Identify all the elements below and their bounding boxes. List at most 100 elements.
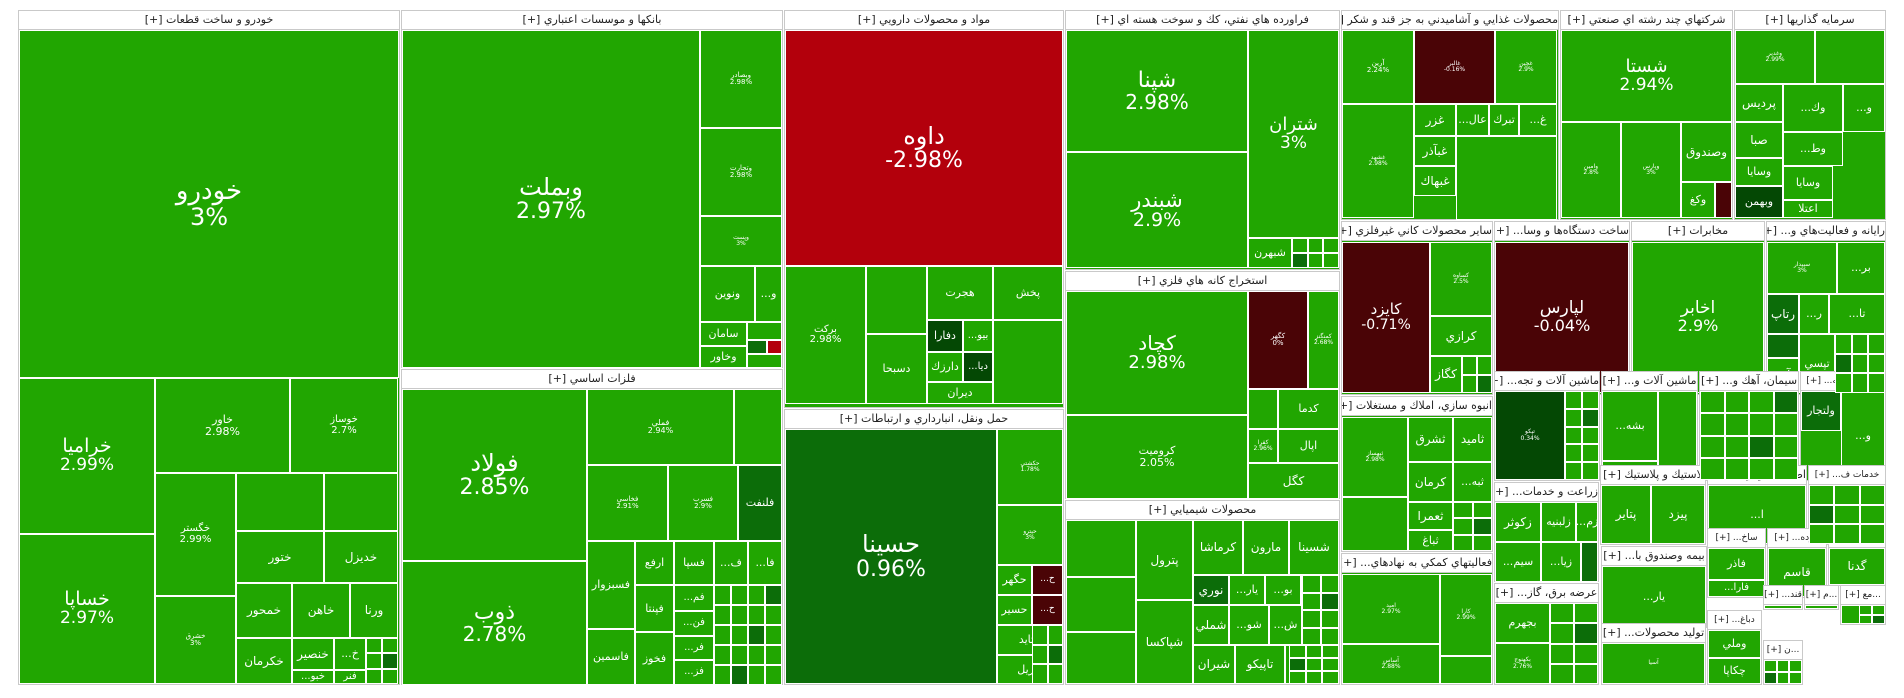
stock-tile[interactable]: خاهن [292,583,350,638]
treemap-sector[interactable]: مواد و محصولات دارويي [+] داوه -2.98% بركت 2… [784,10,1064,408]
stock-tile[interactable] [324,473,398,531]
stock-tile[interactable]: وبهمن [1735,186,1783,218]
stock-tile[interactable]: ...عال [1456,104,1489,136]
small-stock-cell[interactable] [1472,518,1492,535]
stock-tile[interactable]: رتاپ [1767,294,1799,334]
stock-tile[interactable]: آرين 2.24% [1342,30,1414,104]
treemap-sector[interactable]: مخابرات [+] اخابر 2.9% [1631,221,1765,395]
small-stock-cell[interactable] [382,638,398,654]
small-stock-cell[interactable] [1307,238,1324,253]
treemap-sector[interactable]: لاستيك و پلاستيك [+] پتاير پيزد [1600,465,1706,545]
stock-tile[interactable]: شسينا [1289,520,1339,575]
stock-tile[interactable]: تاپيكو [1235,645,1285,684]
small-stock-cell[interactable] [1809,485,1835,505]
stock-tile[interactable]: فاسمين [587,629,635,685]
sector-header[interactable]: مواد و محصولات دارويي [+] [785,11,1063,30]
stock-tile[interactable] [747,354,782,368]
sector-header[interactable]: عرضه برق، گاز... [+] [1495,584,1598,603]
stock-tile[interactable]: ...فا [748,541,782,585]
stock-tile[interactable]: غالبر -0.16% [1414,30,1495,104]
small-stock-cell[interactable] [1835,353,1852,374]
small-stock-cell[interactable] [366,653,382,669]
small-stock-cell[interactable] [1574,623,1598,644]
stock-tile[interactable] [1342,497,1408,551]
stock-tile[interactable]: آساس 2.88% [1342,644,1440,684]
small-stock-cell[interactable] [731,625,748,645]
stock-tile[interactable]: كرمان [1408,462,1453,502]
stock-tile[interactable]: چكاپا [1708,658,1761,684]
stock-tile[interactable] [1805,605,1838,609]
stock-tile[interactable]: ...فز [674,660,714,685]
stock-tile[interactable]: وغدير 2.99% [1735,30,1815,84]
small-stock-cell[interactable] [1582,444,1599,463]
stock-tile[interactable]: فخوز [635,632,674,685]
small-stock-cell[interactable] [1724,391,1749,414]
treemap-sector[interactable]: دباغ... [+] وملي چكاپا [1707,610,1762,685]
stock-tile[interactable]: ...ش [1269,605,1302,645]
stock-tile[interactable]: كايزد -0.71% [1342,242,1430,393]
sector-header[interactable]: محصولات غذايي و آشاميدني به جز قند و شكر… [1342,11,1558,30]
stock-tile[interactable]: وامين 2.8% [1561,122,1621,218]
stock-tile[interactable]: كگهر 0% [1248,291,1308,389]
sector-header[interactable]: ...مع [+] [1841,586,1885,605]
stock-tile[interactable]: تبرك [1489,104,1519,136]
stock-tile[interactable]: ولتجار [1801,391,1841,431]
stock-tile[interactable]: غشهد 2.98% [1342,104,1414,218]
stock-tile[interactable]: اخابر 2.9% [1632,242,1764,393]
small-stock-cell[interactable] [1749,391,1774,414]
stock-tile[interactable]: ثعمرا [1408,502,1453,530]
small-stock-cell[interactable] [1809,504,1835,525]
small-stock-cell[interactable] [731,665,748,685]
treemap-sector[interactable]: ماشين آلات و... [+] ...بشه [1601,371,1698,481]
stock-tile[interactable]: خكرمان [236,638,292,684]
treemap-sector[interactable]: استخراج كانه هاي فلزي [+] كچاد 2.98% كروميت… [1065,271,1340,499]
small-stock-cell[interactable] [1582,408,1599,427]
small-stock-cell[interactable] [1320,610,1339,628]
sector-header[interactable]: سرمايه گذاريها [+] [1735,11,1885,30]
small-stock-cell[interactable] [1773,391,1798,414]
stock-tile[interactable]: شستا 2.94% [1561,30,1732,122]
stock-tile[interactable]: اعتلا [1783,200,1833,218]
sector-header[interactable]: ماشين آلات و تجه... [+] [1495,372,1599,391]
small-stock-cell[interactable] [765,585,782,605]
stock-tile[interactable]: حگهر [997,565,1032,595]
small-stock-cell[interactable] [1835,334,1852,354]
treemap-sector[interactable]: قند... [+] [1763,585,1803,610]
small-stock-cell[interactable] [1851,334,1869,354]
stock-tile[interactable]: خمحور [236,583,292,638]
treemap-sector[interactable]: محصولات غذايي و آشاميدني به جز قند و شكر… [1341,10,1559,220]
small-stock-cell[interactable] [1320,592,1339,610]
stock-tile[interactable] [1066,520,1136,577]
stock-tile[interactable]: غبآذر [1414,136,1456,166]
stock-tile[interactable]: شتران 3% [1248,30,1339,238]
small-stock-cell[interactable] [714,645,731,665]
stock-tile[interactable]: خراميا 2.99% [19,378,155,534]
sector-header[interactable]: ساير محصولات كاني غيرفلزي [+] [1342,222,1492,241]
sector-header[interactable]: خودرو و ساخت قطعات [+] [19,11,399,30]
small-stock-cell[interactable] [1868,334,1885,354]
sector-header[interactable]: فعاليتهاي كمكي به نهادهاي... [+] [1342,554,1492,573]
stock-tile[interactable]: كدما [1278,389,1339,429]
small-stock-cell[interactable] [1859,524,1885,544]
stock-tile[interactable]: كروميت 2.05% [1066,415,1248,499]
stock-tile[interactable]: ...فارا [1708,580,1765,597]
small-stock-cell[interactable] [1574,643,1598,664]
small-stock-cell[interactable] [1047,625,1063,645]
small-stock-cell[interactable] [765,645,782,665]
small-stock-cell[interactable] [1700,391,1725,414]
stock-tile[interactable]: كگل [1248,463,1339,499]
stock-tile[interactable]: ...فم [674,585,714,611]
small-stock-cell[interactable] [731,605,748,625]
stock-tile[interactable]: كارا 2.99% [1440,574,1492,656]
stock-tile[interactable] [1248,389,1278,429]
small-stock-cell[interactable] [765,665,782,685]
small-stock-cell[interactable] [1472,534,1492,551]
treemap-sector[interactable]: خودرو و ساخت قطعات [+] خودرو 3% خراميا 2.99%… [18,10,400,685]
stock-tile[interactable]: بركت 2.98% [785,266,866,404]
stock-tile[interactable] [1715,182,1732,218]
small-stock-cell[interactable] [731,585,748,605]
stock-tile[interactable]: ...ف [714,541,748,585]
stock-tile[interactable]: خديزل [324,531,398,583]
stock-tile[interactable]: كرازي [1430,316,1492,356]
small-stock-cell[interactable] [748,585,765,605]
